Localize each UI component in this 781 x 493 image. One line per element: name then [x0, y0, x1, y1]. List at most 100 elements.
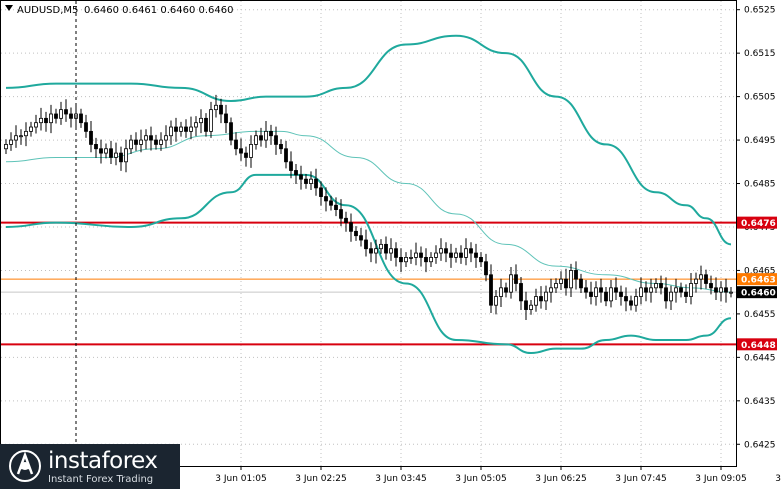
candle — [719, 281, 723, 302]
candle-body — [394, 248, 398, 258]
candle-body — [569, 270, 573, 289]
candle — [214, 94, 218, 118]
candle — [479, 252, 483, 267]
candle — [489, 264, 493, 314]
candle — [159, 132, 163, 151]
candle — [189, 116, 193, 140]
candle-body — [64, 109, 68, 115]
candle — [69, 107, 73, 128]
candle — [94, 137, 98, 158]
candle — [704, 269, 708, 289]
candle-body — [484, 261, 488, 276]
candle — [209, 101, 213, 138]
candle-body — [274, 135, 278, 145]
candle-body — [314, 178, 318, 189]
candle-body — [209, 109, 213, 132]
candle-body — [149, 135, 153, 141]
candle-body — [99, 148, 103, 154]
price-axis: 0.65250.65150.65050.64950.64850.64750.64… — [736, 6, 777, 450]
bollinger-lower-band — [5, 173, 732, 355]
instaforex-mark-icon — [9, 450, 41, 482]
candle — [304, 173, 308, 189]
candle — [54, 108, 58, 124]
candle-body — [439, 248, 443, 254]
candle — [454, 247, 458, 263]
candle — [474, 243, 478, 268]
candle-body — [29, 126, 33, 132]
candle-body — [59, 109, 63, 119]
candle-body — [429, 257, 433, 263]
candle — [309, 171, 313, 191]
candle-body — [629, 300, 633, 306]
candle-body — [184, 126, 188, 132]
candle — [374, 239, 378, 264]
candle — [384, 236, 388, 260]
candle-body — [479, 257, 483, 263]
candle-body — [259, 135, 263, 141]
candle — [154, 134, 158, 150]
candle-body — [359, 235, 363, 241]
candle-body — [709, 283, 713, 289]
candle — [244, 146, 248, 167]
candle-body — [489, 274, 493, 306]
candle — [104, 143, 108, 159]
candle-body — [529, 304, 533, 310]
candle — [319, 181, 323, 206]
candle — [379, 239, 383, 254]
candle-body — [299, 174, 303, 180]
candle-body — [154, 139, 158, 145]
candle-body — [329, 200, 333, 206]
candle-body — [619, 291, 623, 297]
time-tick-label: 3 Jun 03:45 — [375, 474, 426, 484]
time-axis: 3 Jun 01:05 3 Jun 02:25 3 Jun 03:45 3 Jun 0… — [215, 466, 781, 484]
candle — [664, 277, 668, 309]
candle-body — [249, 144, 253, 158]
candle-body — [144, 135, 148, 141]
candle-body — [124, 148, 128, 163]
candle-body — [579, 278, 583, 289]
candle-body — [219, 104, 223, 115]
candle — [124, 139, 128, 173]
symbol-dropdown-icon[interactable] — [5, 5, 13, 11]
current-price-tag: 0.6460 — [741, 289, 776, 299]
instaforex-logo: instaforex Instant Forex Trading — [0, 444, 180, 489]
symbol-label: AUDUSD,M5 — [17, 5, 78, 16]
candle-body — [454, 252, 458, 258]
candle-body — [279, 144, 283, 150]
candle — [729, 286, 733, 298]
candle — [449, 243, 453, 268]
candle — [179, 121, 183, 137]
candle — [254, 130, 258, 150]
candle — [114, 142, 118, 166]
candle — [334, 197, 338, 217]
grid-layer — [1, 1, 736, 466]
candle — [349, 213, 353, 242]
candle-body — [724, 287, 728, 293]
candle — [649, 278, 653, 303]
candle — [149, 126, 153, 151]
candle — [239, 138, 243, 161]
candle-body — [19, 135, 23, 138]
brand-tagline: Instant Forex Trading — [48, 474, 154, 485]
candle — [644, 281, 648, 302]
candle — [49, 104, 53, 134]
candle — [4, 139, 8, 154]
support-price-tag: 0.6448 — [741, 341, 776, 351]
candle — [204, 113, 208, 137]
candle-body — [599, 287, 603, 293]
candle-body — [694, 278, 698, 284]
candle-body — [179, 126, 183, 132]
candle-body — [319, 187, 323, 197]
candle — [404, 252, 408, 267]
candle — [64, 99, 68, 122]
candle — [29, 121, 33, 137]
candle-body — [544, 291, 548, 302]
candle — [469, 242, 473, 263]
candle-body — [244, 152, 248, 158]
candle — [259, 127, 263, 147]
candle-body — [139, 139, 143, 145]
candle — [34, 114, 38, 134]
time-tick-label: 3 Jun 01:05 — [215, 474, 266, 484]
